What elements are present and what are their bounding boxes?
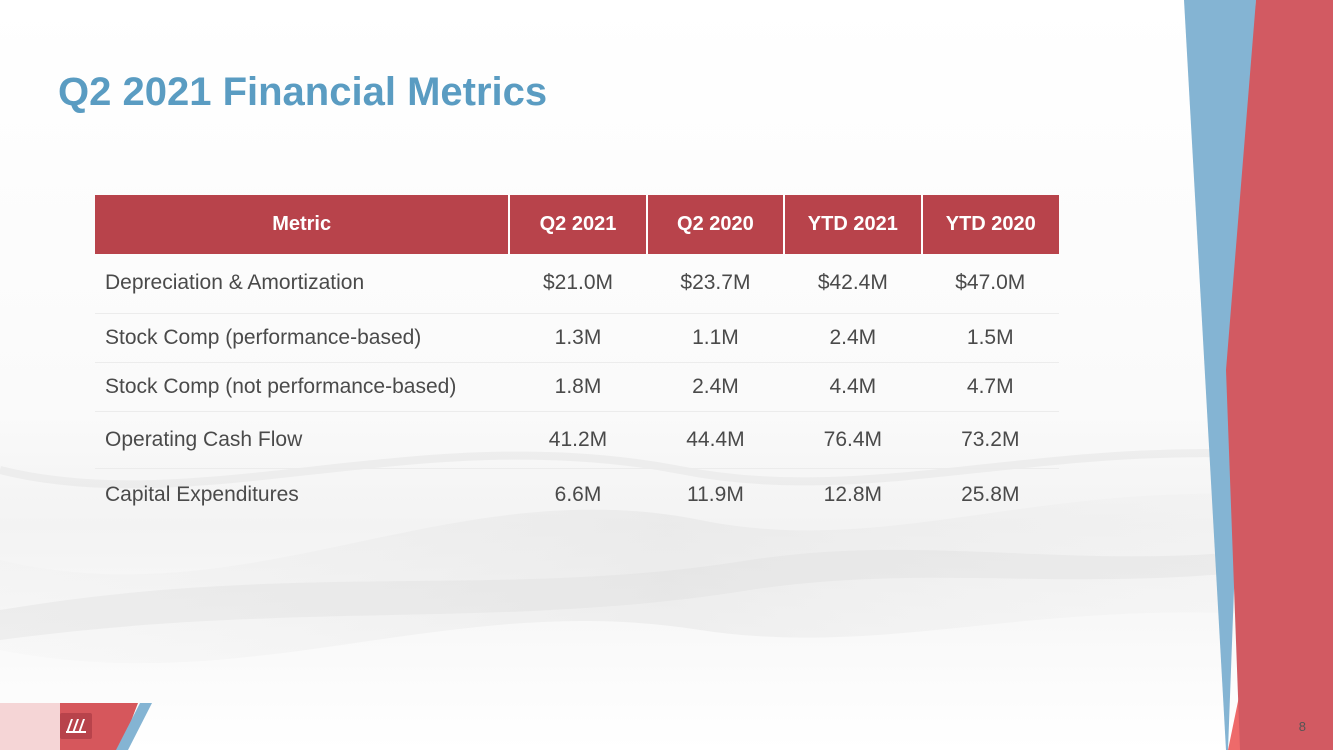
metric-value: $21.0M (509, 254, 647, 314)
header-q2-2021: Q2 2021 (509, 195, 648, 254)
metric-value: 1.8M (509, 362, 647, 412)
metric-value: 2.4M (646, 362, 785, 412)
blue-accent-stripe (1184, 0, 1256, 750)
metric-value: 2.4M (784, 313, 922, 363)
metric-value: 41.2M (509, 411, 647, 469)
metric-value: 12.8M (823, 483, 883, 507)
metric-label: Depreciation & Amortization (95, 254, 510, 314)
company-logo-icon (60, 713, 92, 739)
header-ytd-2020: YTD 2020 (921, 195, 1059, 254)
footer-blue-slash (116, 703, 152, 750)
metric-label: Stock Comp (performance-based) (95, 313, 510, 363)
metric-value: 1.3M (509, 313, 647, 363)
metric-label: Operating Cash Flow (95, 411, 510, 469)
metric-value: $47.0M (921, 254, 1059, 314)
red-accent-stripe (1226, 0, 1333, 750)
metric-value: 4.4M (784, 362, 922, 412)
table-row: Stock Comp (performance-based) 1.3M 1.1M… (95, 313, 1059, 363)
slide-title: Q2 2021 Financial Metrics (58, 70, 548, 114)
metric-value: 6.6M (554, 483, 602, 507)
metric-value: $42.4M (784, 254, 922, 314)
metric-value: 25.8M (961, 483, 1020, 507)
metric-value: 73.2M (921, 411, 1059, 469)
header-ytd-2021: YTD 2021 (784, 195, 923, 254)
table-header-row: Metric Q2 2021 Q2 2020 YTD 2021 YTD 2020 (95, 195, 1059, 254)
metric-value: $23.7M (646, 254, 785, 314)
footer-band-fade (0, 703, 60, 750)
table-row: Stock Comp (not performance-based) 1.8M … (95, 362, 1059, 412)
header-q2-2020: Q2 2020 (646, 195, 786, 254)
table-row: Operating Cash Flow 41.2M 44.4M 76.4M 73… (95, 411, 1059, 469)
metric-value: 4.7M (921, 362, 1059, 412)
table-row: Capital Expenditures 6.6M 11.9M 12.8M 25… (95, 468, 1059, 522)
metric-value: 1.1M (646, 313, 785, 363)
metric-value: 76.4M (784, 411, 922, 469)
metric-label: Stock Comp (not performance-based) (95, 362, 510, 412)
table-row: Depreciation & Amortization $21.0M $23.7… (95, 254, 1059, 314)
metric-value: 44.4M (646, 411, 785, 469)
page-number: 8 (1298, 719, 1306, 734)
financial-metrics-table: Metric Q2 2021 Q2 2020 YTD 2021 YTD 2020… (95, 195, 1059, 522)
header-metric: Metric (95, 195, 511, 254)
metric-value: 11.9M (687, 483, 744, 507)
metric-label: Capital Expenditures (105, 483, 299, 507)
metric-value: 1.5M (921, 313, 1059, 363)
